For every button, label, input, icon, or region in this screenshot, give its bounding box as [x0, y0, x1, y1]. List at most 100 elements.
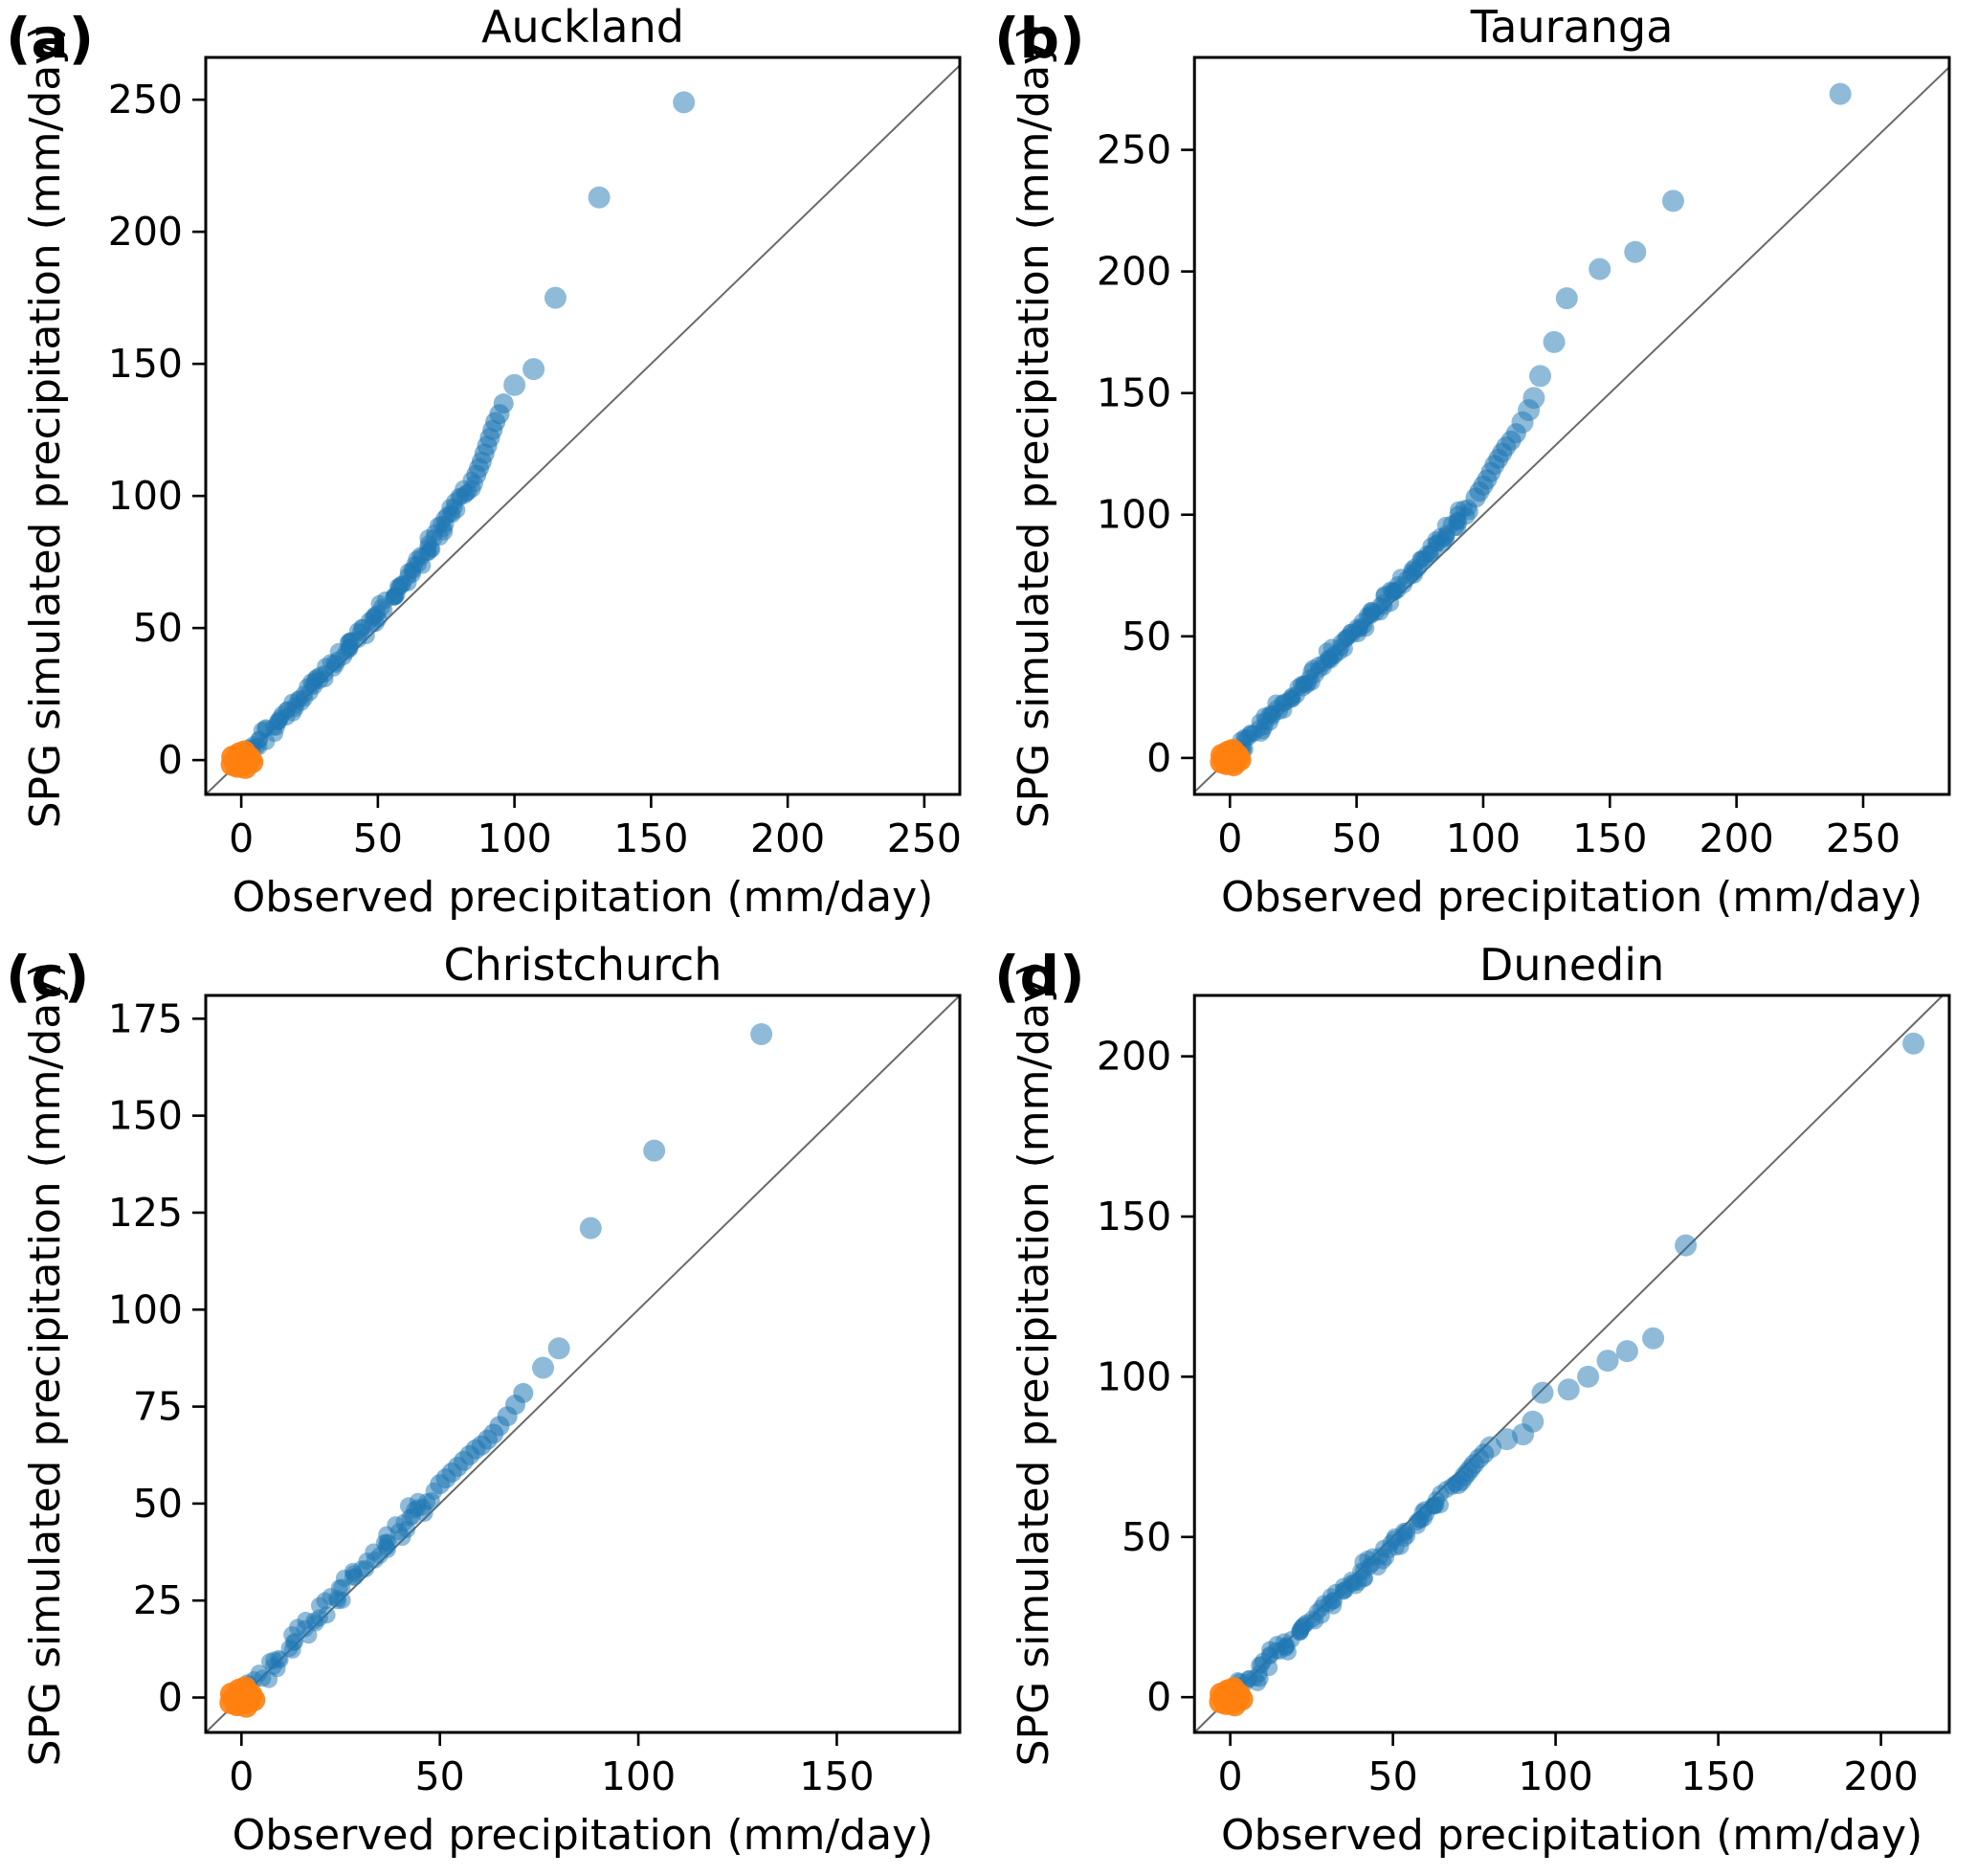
panel-tauranga: (b) Tauranga 0 50 100 150 200 250 0 50 100 150 200… [989, 0, 1978, 938]
scatter-tail-points [1479, 1032, 1925, 1459]
plot-area-christchurch: 0 50 100 150 0 25 50 75 100 125 150 175 [108, 994, 962, 1799]
y-tick-label: 25 [133, 1577, 183, 1623]
x-axis-ticks: 0 50 100 150 200 250 [229, 794, 962, 861]
x-tick-label: 150 [613, 815, 688, 861]
plot-area-tauranga: 0 50 100 150 200 250 0 50 100 150 200 250 [1097, 56, 1951, 861]
y-tick-label: 100 [108, 1286, 183, 1332]
qq-plot-tauranga: (b) Tauranga 0 50 100 150 200 250 0 50 100 150 200… [994, 1, 1951, 922]
y-axis-ticks: 0 50 100 150 200 [1097, 1034, 1195, 1720]
x-tick-label: 200 [750, 815, 825, 861]
x-axis-label: Observed precipitation (mm/day) [1221, 873, 1922, 922]
scatter-dense-band [1216, 499, 1478, 768]
origin-cluster [220, 740, 264, 779]
y-tick-label: 200 [1097, 1034, 1171, 1080]
scatter-dense-band [233, 1482, 443, 1710]
x-tick-label: 200 [1699, 815, 1773, 861]
qq-plot-dunedin: (d) Dunedin 0 50 100 150 200 0 50 100 150 200 Obs… [994, 939, 1951, 1860]
y-tick-label: 150 [1097, 370, 1171, 416]
x-tick-label: 0 [1218, 1753, 1243, 1799]
x-axis-ticks: 0 50 100 150 200 [1218, 1732, 1919, 1799]
x-tick-label: 100 [1518, 1753, 1592, 1799]
x-tick-label: 150 [1572, 815, 1647, 861]
x-axis-label: Observed precipitation (mm/day) [233, 1811, 934, 1860]
x-tick-label: 100 [477, 815, 551, 861]
y-tick-label: 200 [108, 209, 183, 255]
y-axis-label: SPG simulated precipitation (mm/day) [1010, 962, 1058, 1767]
x-tick-label: 50 [1332, 815, 1382, 861]
axes-spines [204, 994, 962, 1734]
plot-area-auckland: 0 50 100 150 200 250 0 50 100 150 200 250 [108, 56, 962, 861]
scatter-dense-band [232, 471, 483, 768]
origin-cluster [1210, 739, 1252, 777]
panel-auckland: (a) Auckland 0 50 100 150 200 250 0 50 100 150 200… [0, 0, 989, 938]
y-tick-label: 0 [1146, 1674, 1171, 1720]
scatter-tail-points [532, 1023, 773, 1379]
scatter-tail-points [1511, 82, 1852, 434]
y-tick-label: 50 [133, 1481, 183, 1527]
x-tick-label: 0 [229, 1753, 254, 1799]
x-tick-label: 0 [229, 815, 254, 861]
y-tick-label: 50 [1122, 614, 1171, 659]
x-tick-label: 0 [1217, 815, 1242, 861]
y-axis-label: SPG simulated precipitation (mm/day) [1010, 24, 1058, 829]
origin-cluster [1209, 1677, 1254, 1717]
x-tick-label: 50 [415, 1753, 465, 1799]
y-tick-label: 150 [108, 341, 183, 387]
y-tick-label: 250 [1097, 127, 1171, 173]
y-tick-label: 100 [1097, 1353, 1171, 1399]
y-tick-label: 75 [133, 1384, 183, 1430]
axes-spines [204, 56, 962, 796]
scatter-dense-band [1216, 1475, 1464, 1707]
y-axis-label: SPG simulated precipitation (mm/day) [21, 962, 70, 1767]
x-axis-label: Observed precipitation (mm/day) [233, 873, 934, 922]
x-tick-label: 200 [1843, 1753, 1918, 1799]
y-tick-label: 150 [1097, 1194, 1171, 1240]
panel-christchurch: (c) Christchurch 0 50 100 150 0 25 50 75 100 125 1… [0, 938, 989, 1876]
y-tick-label: 250 [108, 77, 183, 123]
y-tick-label: 50 [1122, 1514, 1171, 1560]
panel-dunedin: (d) Dunedin 0 50 100 150 200 0 50 100 150 200 Obs… [989, 938, 1978, 1876]
y-axis-ticks: 0 50 100 150 200 250 [108, 77, 206, 783]
x-tick-label: 150 [799, 1753, 874, 1799]
panel-letter-a: (a) [6, 6, 94, 71]
y-tick-label: 0 [158, 1675, 183, 1721]
y-tick-label: 50 [133, 605, 183, 651]
y-tick-label: 100 [1097, 492, 1171, 538]
y-tick-label: 175 [108, 995, 183, 1041]
y-tick-label: 150 [108, 1093, 183, 1139]
origin-cluster [219, 1676, 266, 1718]
x-tick-label: 50 [1367, 1753, 1417, 1799]
y-tick-label: 125 [108, 1190, 183, 1236]
x-axis-ticks: 0 50 100 150 200 250 [1217, 794, 1900, 861]
plot-title-dunedin: Dunedin [1479, 939, 1664, 991]
y-tick-label: 0 [1146, 735, 1171, 781]
scatter-tail-points [503, 91, 696, 396]
y-axis-ticks: 0 50 100 150 200 250 [1097, 127, 1195, 781]
axes-spines [1192, 994, 1951, 1734]
scatter-mid-points [430, 1382, 534, 1495]
y-tick-label: 200 [1097, 249, 1171, 295]
x-tick-label: 100 [601, 1753, 676, 1799]
panel-letter-d: (d) [994, 944, 1085, 1009]
qq-plot-auckland: (a) Auckland 0 50 100 150 200 250 0 50 100 150 200… [6, 1, 962, 922]
y-axis-ticks: 0 25 50 75 100 125 150 175 [108, 995, 206, 1721]
panel-letter-b: (b) [994, 6, 1085, 71]
plot-title-tauranga: Tauranga [1470, 1, 1674, 53]
x-axis-ticks: 0 50 100 150 [229, 1732, 875, 1799]
plot-title-christchurch: Christchurch [444, 939, 722, 991]
plot-title-auckland: Auckland [481, 1, 684, 53]
y-tick-label: 100 [108, 473, 183, 519]
y-axis-label: SPG simulated precipitation (mm/day) [21, 24, 70, 829]
scatter-mid-points [466, 393, 514, 485]
axes-spines [1192, 56, 1951, 796]
scatter-mid-points [1465, 423, 1526, 508]
x-tick-label: 250 [1826, 815, 1900, 861]
x-tick-label: 100 [1446, 815, 1521, 861]
x-axis-label: Observed precipitation (mm/day) [1221, 1811, 1922, 1860]
plot-area-dunedin: 0 50 100 150 200 0 50 100 150 200 [1097, 994, 1951, 1799]
qq-plot-christchurch: (c) Christchurch 0 50 100 150 0 25 50 75 100 125 1… [6, 939, 962, 1860]
panel-letter-c: (c) [6, 944, 89, 1009]
x-tick-label: 250 [887, 815, 962, 861]
x-tick-label: 50 [353, 815, 403, 861]
